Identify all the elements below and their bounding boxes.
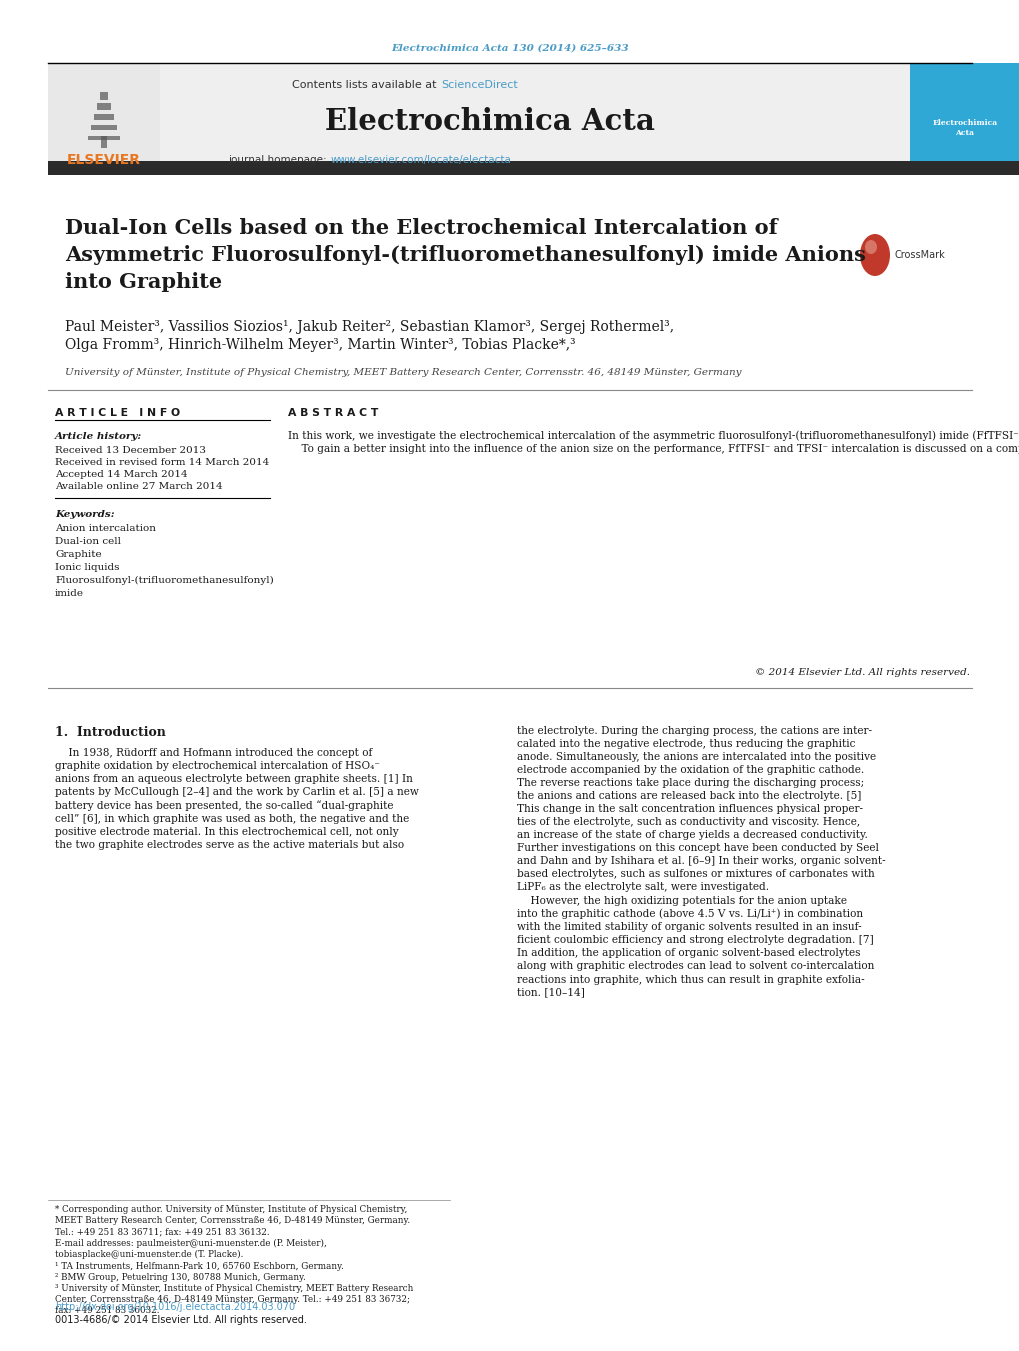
Text: 1.  Introduction: 1. Introduction (55, 725, 166, 739)
Text: University of Münster, Institute of Physical Chemistry, MEET Battery Research Ce: University of Münster, Institute of Phys… (65, 367, 741, 377)
Text: Available online 27 March 2014: Available online 27 March 2014 (55, 482, 222, 490)
Text: journal homepage:: journal homepage: (228, 155, 330, 165)
Text: ScienceDirect: ScienceDirect (440, 80, 518, 91)
Bar (48, 63, 909, 176)
Text: Dual-Ion Cells based on the Electrochemical Intercalation of
Asymmetric Fluorosu: Dual-Ion Cells based on the Electrochemi… (65, 218, 865, 292)
Text: www.elsevier.com/locate/electacta: www.elsevier.com/locate/electacta (331, 155, 512, 165)
Bar (909, 63, 1019, 176)
Text: http://dx.doi.org/10.1016/j.electacta.2014.03.070: http://dx.doi.org/10.1016/j.electacta.20… (55, 1302, 294, 1312)
Bar (100, 92, 108, 100)
Text: Electrochimica Acta: Electrochimica Acta (325, 108, 654, 136)
Text: In 1938, Rüdorff and Hofmann introduced the concept of
graphite oxidation by ele: In 1938, Rüdorff and Hofmann introduced … (55, 748, 419, 850)
Text: CrossMark: CrossMark (894, 250, 945, 259)
Text: Anion intercalation: Anion intercalation (55, 524, 156, 534)
Text: Contents lists available at: Contents lists available at (291, 80, 439, 91)
Text: Olga Fromm³, Hinrich-Wilhelm Meyer³, Martin Winter³, Tobias Placke*,³: Olga Fromm³, Hinrich-Wilhelm Meyer³, Mar… (65, 338, 575, 353)
Text: the electrolyte. During the charging process, the cations are inter-
calated int: the electrolyte. During the charging pro… (517, 725, 884, 997)
Text: * Corresponding author. University of Münster, Institute of Physical Chemistry,
: * Corresponding author. University of Mü… (55, 1205, 413, 1316)
Text: Keywords:: Keywords: (55, 509, 114, 519)
Text: Dual-ion cell: Dual-ion cell (55, 536, 121, 546)
Text: Accepted 14 March 2014: Accepted 14 March 2014 (55, 470, 187, 480)
Text: ELSEVIER: ELSEVIER (67, 153, 141, 168)
Text: © 2014 Elsevier Ltd. All rights reserved.: © 2014 Elsevier Ltd. All rights reserved… (754, 667, 969, 677)
Bar (911, 65, 1017, 170)
Text: Article history:: Article history: (55, 432, 142, 440)
Text: A R T I C L E   I N F O: A R T I C L E I N F O (55, 408, 180, 417)
Text: 0013-4686/© 2014 Elsevier Ltd. All rights reserved.: 0013-4686/© 2014 Elsevier Ltd. All right… (55, 1315, 307, 1325)
Ellipse shape (864, 240, 876, 254)
Text: Electrochimica Acta 130 (2014) 625–633: Electrochimica Acta 130 (2014) 625–633 (391, 43, 628, 53)
Bar (48, 63, 160, 176)
Text: Electrochimica
Acta: Electrochimica Acta (931, 119, 997, 138)
Text: Paul Meister³, Vassilios Siozios¹, Jakub Reiter², Sebastian Klamor³, Sergej Roth: Paul Meister³, Vassilios Siozios¹, Jakub… (65, 320, 674, 334)
Text: Graphite: Graphite (55, 550, 102, 559)
Text: Fluorosulfonyl-(trifluoromethanesulfonyl): Fluorosulfonyl-(trifluoromethanesulfonyl… (55, 576, 273, 585)
Ellipse shape (859, 234, 890, 276)
Text: A B S T R A C T: A B S T R A C T (287, 408, 378, 417)
Text: Received 13 December 2013: Received 13 December 2013 (55, 446, 206, 455)
Text: Received in revised form 14 March 2014: Received in revised form 14 March 2014 (55, 458, 269, 467)
Bar (48, 161, 1019, 176)
Bar (94, 113, 114, 120)
Text: Ionic liquids: Ionic liquids (55, 563, 119, 571)
Bar (91, 126, 117, 130)
Text: imide: imide (55, 589, 84, 598)
Text: In this work, we investigate the electrochemical intercalation of the asymmetric: In this work, we investigate the electro… (287, 430, 1019, 454)
Bar (101, 136, 107, 149)
Bar (88, 136, 120, 141)
Bar (97, 103, 111, 109)
